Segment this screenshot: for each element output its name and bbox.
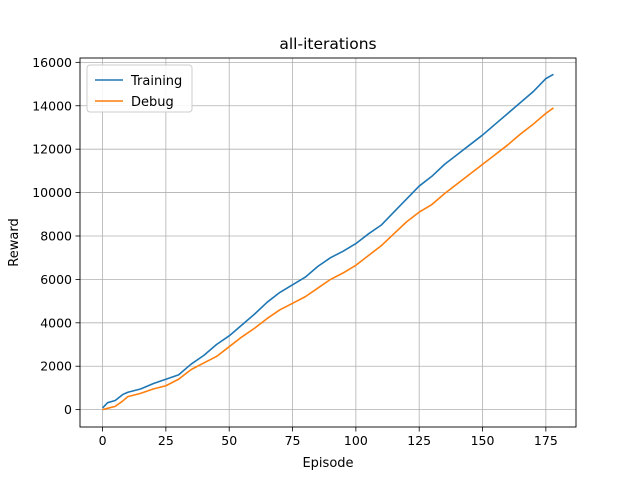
x-tick-label: 0 [99, 433, 107, 448]
legend: Training Debug [86, 64, 193, 113]
x-axis-title: Episode [302, 456, 353, 471]
y-axis-title: Reward [7, 218, 22, 266]
x-tick-label: 50 [221, 433, 237, 448]
chart-title: all-iterations [279, 35, 376, 53]
axis-ticks: 0 25 50 75 100 125 150 175 0 2000 4000 6000 8000 1000… [32, 55, 558, 448]
legend-label: Training [130, 74, 182, 89]
grid [80, 58, 576, 427]
y-tick-label: 10000 [32, 185, 72, 200]
y-tick-label: 8000 [40, 228, 72, 243]
x-tick-label: 125 [407, 433, 431, 448]
y-tick-label: 0 [64, 402, 72, 417]
y-tick-label: 16000 [32, 55, 72, 70]
y-tick-label: 2000 [40, 359, 72, 374]
series-lines [101, 73, 554, 411]
x-tick-label: 100 [344, 433, 368, 448]
y-tick-label: 12000 [32, 142, 72, 157]
x-tick-label: 25 [158, 433, 174, 448]
x-tick-label: 150 [471, 433, 495, 448]
y-tick-label: 4000 [40, 315, 72, 330]
x-tick-label: 75 [285, 433, 301, 448]
legend-label: Debug [131, 95, 174, 110]
y-tick-label: 6000 [40, 272, 72, 287]
y-tick-label: 14000 [32, 98, 72, 113]
plot-frame [79, 57, 577, 428]
series-line-debug [102, 107, 554, 411]
x-tick-label: 175 [534, 433, 558, 448]
series-line-training [101, 73, 554, 409]
